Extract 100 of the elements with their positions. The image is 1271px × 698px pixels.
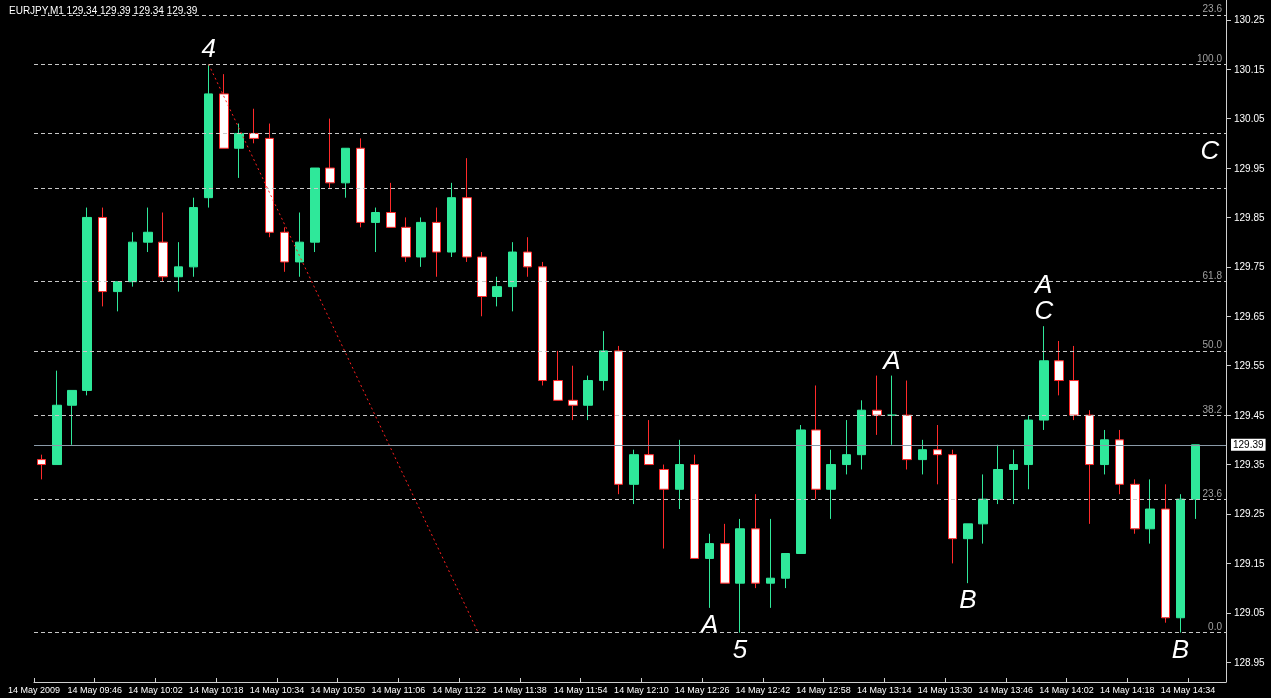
candlestick xyxy=(82,207,92,396)
candlestick xyxy=(143,207,153,253)
annotation: 5 xyxy=(732,633,748,664)
candlestick xyxy=(599,330,608,391)
candlestick xyxy=(174,241,183,293)
y-tick-label: 129.15 xyxy=(1234,557,1266,569)
x-tick-label: 14 May 14:34 xyxy=(1160,684,1216,695)
candlestick xyxy=(416,216,426,268)
candlestick xyxy=(826,449,836,520)
candlestick xyxy=(265,123,274,238)
x-tick-label: 14 May 14:18 xyxy=(1100,684,1155,695)
candlestick xyxy=(432,207,441,278)
x-tick-label: 14 May 13:46 xyxy=(978,684,1034,695)
y-tick-label: 129.85 xyxy=(1234,211,1266,223)
candlestick xyxy=(37,454,46,480)
candlestick xyxy=(113,281,122,312)
x-tick-label: 14 May 10:18 xyxy=(188,684,244,695)
candlestick xyxy=(249,108,259,144)
x-tick-label: 14 May 11:22 xyxy=(432,684,487,695)
annotation: 50.0 xyxy=(1202,339,1223,351)
candlestick xyxy=(401,216,411,263)
candlestick xyxy=(553,350,563,401)
y-tick-label: 129.45 xyxy=(1234,409,1266,421)
candlestick xyxy=(447,182,456,258)
candlestick xyxy=(462,157,472,263)
candlestick xyxy=(1024,414,1033,490)
candlestick xyxy=(614,345,623,495)
x-tick-label: 14 May 09:46 xyxy=(67,684,123,695)
candlestick xyxy=(128,231,137,288)
candlestick xyxy=(356,137,365,228)
annotation: 4 xyxy=(201,33,216,64)
candlestick xyxy=(52,370,62,466)
x-tick-label: 14 May 11:38 xyxy=(492,684,547,695)
y-tick-label: 128.95 xyxy=(1234,656,1266,668)
annotation: 23.6 xyxy=(1202,3,1223,15)
candlestick xyxy=(781,553,790,589)
candlestick xyxy=(902,380,912,470)
candlestick xyxy=(720,523,730,584)
candlestick xyxy=(523,236,532,278)
candlestick xyxy=(568,365,578,421)
candlestick xyxy=(204,63,213,209)
y-tick-label: 130.25 xyxy=(1234,14,1266,26)
candlestick xyxy=(325,118,335,189)
candlestick xyxy=(1161,483,1170,624)
y-tick-label: 129.35 xyxy=(1234,459,1266,471)
y-tick-label: 129.75 xyxy=(1234,261,1266,273)
candlestick xyxy=(887,375,897,446)
candlestick xyxy=(341,147,350,199)
candlestick xyxy=(1039,325,1049,431)
annotation: C xyxy=(1034,295,1054,326)
ref-line-label: 129.39 xyxy=(1233,439,1265,451)
x-tick-label: 14 May 14:02 xyxy=(1039,684,1094,695)
candlestick xyxy=(948,449,957,564)
candlestick xyxy=(993,444,1003,505)
candlestick xyxy=(1115,429,1124,495)
candlestick xyxy=(766,518,775,609)
candlestick xyxy=(842,419,851,475)
annotation: B xyxy=(959,584,977,615)
candlestick xyxy=(629,449,639,505)
candlestick xyxy=(659,464,669,550)
candlestick xyxy=(811,384,821,500)
candlestick xyxy=(978,473,988,545)
x-tick-label: 14 May 11:54 xyxy=(553,684,608,695)
candlestick xyxy=(1085,409,1094,525)
candlestick xyxy=(735,518,745,634)
candlestick xyxy=(675,439,684,510)
candlestick xyxy=(477,251,487,317)
y-tick-label: 130.05 xyxy=(1234,113,1266,125)
candlestick xyxy=(219,73,229,149)
annotation: 61.8 xyxy=(1202,270,1223,282)
candlestick xyxy=(1130,478,1140,535)
candlestick xyxy=(1191,444,1200,520)
candlestick xyxy=(1009,449,1018,505)
candlestick xyxy=(67,389,77,446)
y-tick-label: 129.65 xyxy=(1234,310,1266,322)
candlestick xyxy=(98,207,107,307)
candlestick xyxy=(1054,340,1064,396)
candlestick xyxy=(963,523,973,584)
candlestick xyxy=(234,123,244,179)
annotation: 0.0 xyxy=(1208,621,1223,633)
x-tick-label: 14 May 12:58 xyxy=(796,684,851,695)
candlestick xyxy=(386,182,396,228)
x-tick-label: 14 May 10:02 xyxy=(128,684,183,695)
x-tick-label: 14 May 10:50 xyxy=(310,684,365,695)
candlestick xyxy=(310,167,320,253)
candlestick xyxy=(158,212,168,283)
candlestick xyxy=(189,197,198,278)
annotation: B xyxy=(1171,633,1190,664)
x-tick-label: 14 May 2009 xyxy=(7,684,61,695)
y-tick-label: 129.25 xyxy=(1234,508,1266,520)
y-tick-label: 130.15 xyxy=(1234,63,1266,75)
candlestick xyxy=(705,533,714,609)
annotation: A xyxy=(881,344,901,375)
candlestick xyxy=(1069,345,1079,421)
x-tick-label: 14 May 12:10 xyxy=(614,684,669,695)
candlestick xyxy=(918,439,927,475)
candlestick xyxy=(508,241,517,312)
x-tick-label: 14 May 11:06 xyxy=(371,684,426,695)
chart-title: EURJPY,M1 129.34 129.39 129.34 129.39 xyxy=(9,4,198,16)
candlestick xyxy=(857,399,866,470)
